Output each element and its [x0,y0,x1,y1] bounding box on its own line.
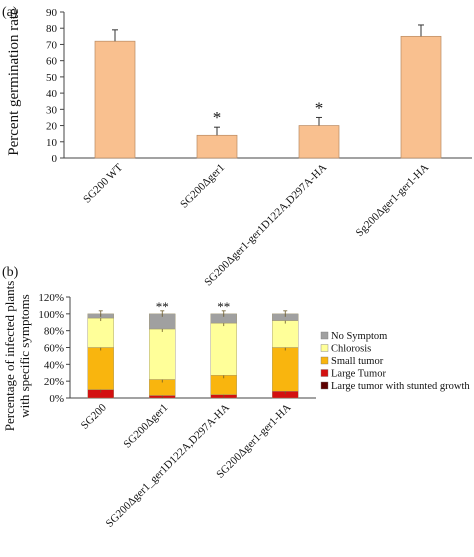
panel-a-label: (a) [2,5,18,20]
legend-entry-label: Chlorosis [331,344,371,355]
germination-bar [94,40,136,159]
symptoms-x-tick-label: SG200 [79,401,109,431]
germination-y-tick-label: 40 [46,88,58,100]
symptoms-bar-segment [87,347,114,390]
germination-y-tick-label: 20 [46,121,58,133]
symptoms-significance-mark: ** [217,299,230,314]
symptoms-y-axis-label-line2: with specific symptoms [17,294,32,418]
germination-y-tick-label: 60 [46,56,58,68]
germination-bar [400,35,442,159]
germination-significance-mark: * [213,108,222,127]
germination-y-tick-label: 30 [46,104,58,116]
germination-x-tick-label: SG200Δger1-ger1D122A,D297A-HA [202,162,329,289]
germination-bar [196,134,238,159]
germination-y-tick-label: 10 [46,137,58,149]
symptoms-x-tick-label: SG200Δger1_ger1D122A,D297A-HA [104,402,232,530]
legend-entry-label: Large Tumor [331,369,386,380]
germination-y-tick-label: 80 [46,23,58,35]
symptoms-y-tick-label: 120% [38,292,64,304]
legend-entry-label: Small tumor [331,356,384,367]
symptoms-y-tick-label: 40% [44,359,64,371]
germination-y-axis-label: Percent germination rate [6,8,22,156]
panel-b-label: (b) [2,265,19,280]
germination-x-tick-label: Sg200Δger1-ger1-HA [354,162,431,239]
symptoms-bar-segment [210,322,237,376]
symptoms-y-tick-label: 80% [44,326,64,338]
legend-entry-label: No Symptom [331,331,387,342]
germination-y-tick-label: 50 [46,72,58,84]
germination-x-tick-label: SG200Δger1 [178,162,227,211]
germination-x-tick-label: SG200 WT [81,161,125,205]
germination-y-tick-label: 70 [46,39,58,51]
legend-swatch [320,356,329,365]
symptoms-y-tick-label: 100% [38,309,64,321]
legend-swatch [320,381,329,390]
symptoms-bar-segment [272,320,299,348]
germination-chart: Percent germination rate 0 10 20 30 40 50 60 70… [6,7,472,289]
symptoms-significance-mark: ** [156,299,169,314]
germination-y-tick-label: 90 [46,7,58,19]
symptoms-y-tick-label: 0% [49,393,64,405]
germination-bar [298,125,340,159]
symptoms-y-tick-label: 20% [44,376,64,388]
legend-swatch [320,344,329,352]
legend-entry-label: Large tumor with stunted growth [331,381,470,392]
symptoms-chart: Percentage of infected plants with speci… [2,281,470,530]
symptoms-y-axis-label-line1: Percentage of infected plants [2,281,17,432]
germination-significance-mark: * [315,98,324,117]
symptoms-y-tick-label: 60% [44,343,64,355]
legend-swatch [320,369,329,377]
legend-swatch [320,331,329,340]
symptoms-bar-segment [87,317,114,348]
symptoms-bar-segment [272,347,299,392]
symptoms-x-tick-label: SG200Δger1 [121,402,170,451]
symptoms-bar-segment [149,328,176,380]
germination-y-tick-label: 0 [52,153,58,165]
